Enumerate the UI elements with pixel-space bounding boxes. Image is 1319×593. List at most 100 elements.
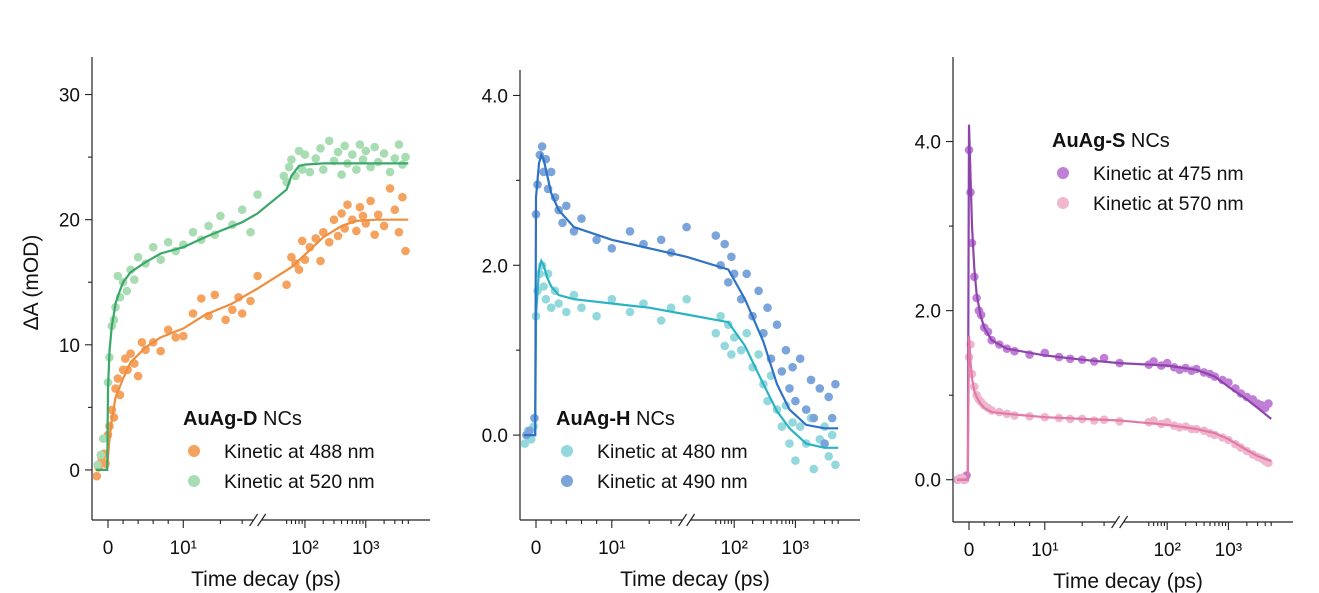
data-point <box>122 286 132 296</box>
fit-line <box>957 124 1272 481</box>
data-point <box>352 165 361 174</box>
y-tick-label: 0 <box>69 461 80 482</box>
data-point <box>546 167 556 177</box>
data-point <box>801 405 811 414</box>
data-point <box>379 149 389 158</box>
data-point <box>711 231 721 240</box>
data-point <box>373 157 383 167</box>
data-point <box>785 439 794 448</box>
data-point <box>607 294 617 304</box>
legend-label: Kinetic at 520 nm <box>224 471 375 493</box>
data-point <box>562 201 571 211</box>
data-point <box>820 422 829 431</box>
data-point <box>316 256 325 266</box>
x-tick-label: 10² <box>291 538 318 559</box>
data-point <box>113 271 123 281</box>
data-point <box>316 144 325 153</box>
data-point <box>148 242 158 252</box>
data-point <box>558 218 567 228</box>
legend-title-bold: AuAg-S <box>1052 130 1125 152</box>
axis-break-mark <box>249 513 259 527</box>
axis-break-mark <box>686 513 696 527</box>
legend: AuAg-D NCs Kinetic at 488 nm Kinetic at 52… <box>183 408 375 493</box>
data-point <box>736 345 746 355</box>
legend-marker <box>1057 167 1069 179</box>
data-point <box>754 350 763 359</box>
data-point <box>795 422 805 431</box>
data-point <box>720 341 729 351</box>
data-point <box>656 316 666 325</box>
data-point <box>398 192 407 202</box>
y-tick-label: 2.0 <box>915 302 941 323</box>
x-tick-label: 10³ <box>782 538 809 559</box>
data-point <box>781 345 791 355</box>
data-point <box>333 231 343 241</box>
data-point <box>355 140 365 149</box>
x-axis <box>520 513 860 527</box>
data-point <box>93 471 102 481</box>
data-point <box>682 222 691 232</box>
data-point <box>352 226 361 236</box>
x-tick-label: 0 <box>964 540 975 561</box>
data-point <box>188 309 198 318</box>
y-tick-label: 30 <box>59 86 80 107</box>
data-point <box>727 350 736 359</box>
fit-line <box>957 335 1272 481</box>
legend: AuAg-H NCs Kinetic at 480 nm Kinetic at 49… <box>556 408 748 493</box>
x-tick-label: 10³ <box>1215 540 1242 561</box>
data-point <box>370 142 380 152</box>
x-axis-title: Time decay (ps) <box>191 568 341 591</box>
x-axis-title: Time decay (ps) <box>1053 570 1203 593</box>
data-point <box>253 190 262 199</box>
data-point <box>824 392 833 402</box>
y-tick-label: 10 <box>59 336 80 357</box>
data-point <box>98 434 108 444</box>
data-point <box>820 439 829 448</box>
data-point <box>113 374 123 383</box>
x-tick-label: 10² <box>1153 540 1180 561</box>
data-point <box>554 299 563 308</box>
fit-line <box>524 151 839 437</box>
data-point <box>343 200 352 209</box>
x-tick-label: 0 <box>103 538 114 559</box>
legend: AuAg-S NCs Kinetic at 475 nm Kinetic at 57… <box>1052 130 1244 215</box>
data-point <box>282 280 291 290</box>
data-point <box>141 345 150 355</box>
data-point <box>379 221 389 231</box>
data-point <box>777 367 787 376</box>
data-point <box>806 375 816 385</box>
data-point <box>809 413 819 423</box>
chart-panel-auag-d: 0 10 20 30 0 10¹ 10² 10³ Time decay (ps) ΔA (mOD)… <box>20 57 430 591</box>
data-point <box>197 294 206 303</box>
data-point <box>390 205 400 214</box>
data-point <box>831 460 840 470</box>
data-point <box>639 299 648 308</box>
data-point <box>592 311 601 321</box>
data-point <box>337 209 346 218</box>
legend-marker <box>1057 197 1069 209</box>
data-point <box>795 354 805 364</box>
data-point <box>385 184 395 193</box>
data-point <box>171 333 180 342</box>
data-point <box>163 237 173 247</box>
data-point <box>827 430 837 440</box>
legend-title-bold: AuAg-H <box>556 408 630 430</box>
data-point <box>777 422 787 431</box>
chart-panel-auag-h: 0.0 2.0 4.0 0 10¹ 10² 10³ Time decay (ps) AuAg-H… <box>482 70 860 591</box>
data-point <box>237 309 247 318</box>
data-point <box>569 227 579 236</box>
data-point <box>370 230 380 239</box>
data-point <box>827 413 837 423</box>
data-point <box>727 252 736 262</box>
data-point <box>287 155 296 164</box>
y-tick-label: 4.0 <box>482 86 508 107</box>
legend-marker <box>188 475 200 487</box>
data-point <box>742 328 751 338</box>
data-point <box>1264 399 1273 408</box>
y-tick-label: 2.0 <box>482 256 508 277</box>
data-point <box>525 426 534 436</box>
data-point <box>1149 357 1158 366</box>
data-point <box>625 307 635 317</box>
data-point <box>1099 353 1109 363</box>
axis-break-mark <box>1119 515 1129 529</box>
